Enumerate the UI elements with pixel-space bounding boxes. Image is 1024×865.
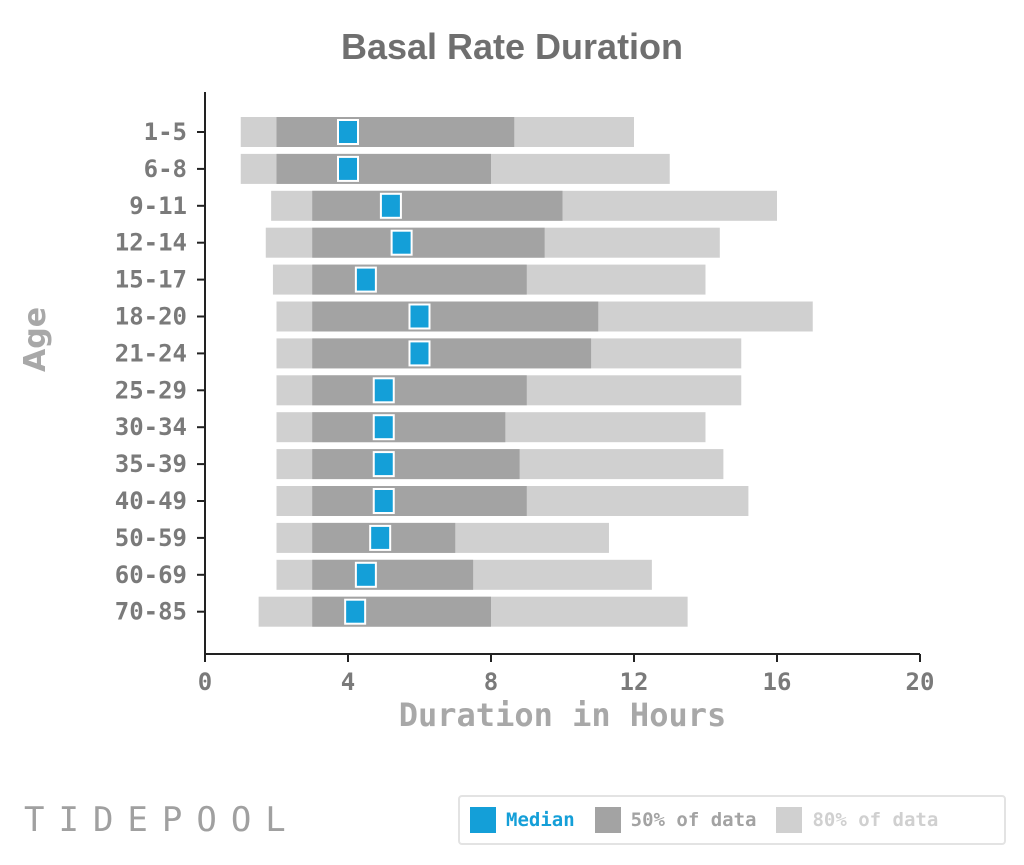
x-tick-label: 0 [198, 668, 212, 696]
chart-title: Basal Rate Duration [340, 26, 684, 67]
x-tick-label: 12 [620, 668, 649, 696]
median-marker-15-17 [354, 266, 377, 293]
median-marker-25-29 [372, 377, 395, 404]
y-tick-label: 25-29 [115, 376, 187, 404]
y-tick-label: 9-11 [129, 192, 187, 220]
x-tick-label: 8 [484, 668, 498, 696]
median-marker-6-8 [337, 155, 359, 182]
bar-50-6-8 [276, 153, 491, 184]
bar-50-15-17 [312, 264, 527, 295]
y-tick-label: 15-17 [115, 266, 187, 294]
chart-legend: Median 50% of data 80% of data [458, 795, 1006, 845]
bar-50-30-34 [312, 412, 506, 443]
y-tick-label: 40-49 [115, 487, 187, 515]
median-marker-18-20 [408, 303, 431, 330]
bar-50-25-29 [312, 375, 527, 406]
p50-swatch-icon [594, 807, 621, 833]
median-marker-1-5 [337, 119, 359, 145]
y-tick-label: 1-5 [144, 118, 187, 146]
bar-50-60-69 [312, 559, 474, 590]
y-tick-label: 50-59 [115, 524, 187, 552]
legend-item-p80: 80% of data [776, 807, 938, 833]
y-tick-label: 35-39 [115, 450, 187, 478]
x-tick-label: 16 [763, 668, 792, 696]
x-axis-label: Duration in Hours [398, 696, 727, 734]
y-tick-label: 70-85 [115, 598, 187, 626]
median-marker-60-69 [354, 561, 377, 588]
y-tick-label: 21-24 [115, 339, 187, 367]
x-tick-label: 4 [341, 668, 355, 696]
y-tick-label: 6-8 [144, 155, 187, 183]
median-marker-40-49 [372, 488, 395, 514]
median-swatch-icon [470, 807, 496, 833]
bar-50-1-5 [276, 117, 515, 147]
bar-50-18-20 [312, 301, 599, 332]
median-marker-35-39 [372, 451, 395, 478]
legend-item-p50: 50% of data [594, 807, 757, 833]
p80-swatch-icon [776, 807, 803, 833]
median-marker-50-59 [369, 524, 392, 551]
bar-50-70-85 [312, 596, 491, 627]
y-tick-label: 12-14 [115, 229, 187, 257]
median-marker-70-85 [344, 598, 367, 625]
bar-50-21-24 [312, 338, 592, 369]
bar-50-9-11 [312, 190, 563, 221]
legend-label-median: Median [506, 809, 575, 831]
median-marker-30-34 [372, 414, 395, 441]
median-marker-21-24 [408, 340, 431, 367]
x-tick-label: 20 [906, 668, 935, 696]
median-marker-9-11 [379, 192, 402, 219]
legend-label-p80: 80% of data [812, 809, 939, 831]
bar-50-12-14 [312, 227, 545, 258]
y-tick-label: 18-20 [115, 303, 187, 331]
median-marker-12-14 [390, 229, 413, 256]
y-axis-label: Age [18, 306, 53, 372]
legend-label-p50: 50% of data [630, 809, 757, 831]
y-tick-label: 30-34 [115, 413, 187, 441]
tidepool-logo: TIDEPOOL [24, 800, 300, 840]
bar-50-35-39 [312, 449, 520, 480]
bar-50-40-49 [312, 486, 527, 516]
y-tick-label: 60-69 [115, 561, 187, 589]
legend-item-median: Median [470, 807, 575, 833]
